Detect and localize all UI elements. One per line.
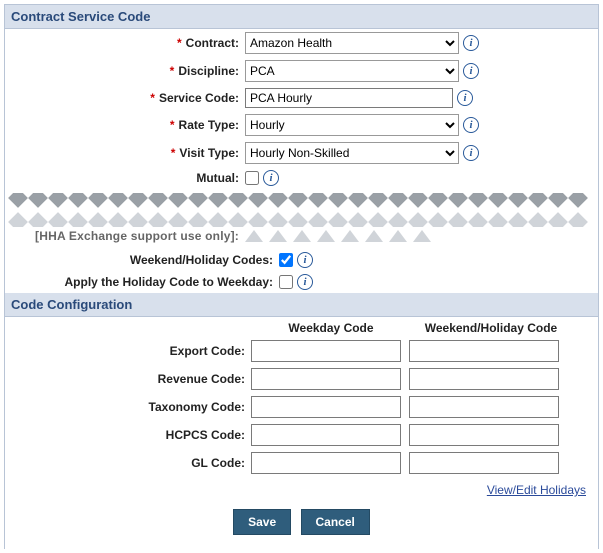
info-icon[interactable]: i <box>463 35 479 51</box>
cancel-button[interactable]: Cancel <box>301 509 370 535</box>
label-hcpcs-code: HCPCS Code: <box>11 428 251 442</box>
row-service-code: *Service Code: i <box>5 85 598 111</box>
obscured-triangles <box>245 230 431 242</box>
visit-type-select[interactable]: Hourly Non-Skilled <box>245 142 459 164</box>
label-taxonomy-code: Taxonomy Code: <box>11 400 251 414</box>
taxonomy-code-weekend-input[interactable] <box>409 396 559 418</box>
revenue-code-weekend-input[interactable] <box>409 368 559 390</box>
row-apply-holiday-weekday: Apply the Holiday Code to Weekday: i <box>5 271 598 293</box>
label-apply-holiday-weekday: Apply the Holiday Code to Weekday: <box>11 275 279 289</box>
row-discipline: *Discipline: PCA i <box>5 57 598 85</box>
taxonomy-code-weekday-input[interactable] <box>251 396 401 418</box>
revenue-code-weekday-input[interactable] <box>251 368 401 390</box>
service-code-input[interactable] <box>245 88 453 108</box>
contract-select[interactable]: Amazon Health <box>245 32 459 54</box>
code-table-header: Weekday Code Weekend/Holiday Code <box>5 317 598 337</box>
row-mutual: Mutual: i <box>5 167 598 189</box>
row-taxonomy-code: Taxonomy Code: <box>5 393 598 421</box>
section-header-code-configuration: Code Configuration <box>5 293 598 317</box>
contract-service-code-panel: Contract Service Code *Contract: Amazon … <box>4 4 599 549</box>
row-rate-type: *Rate Type: Hourly i <box>5 111 598 139</box>
label-gl-code: GL Code: <box>11 456 251 470</box>
label-obscured: [HHA Exchange support use only]: <box>11 229 245 243</box>
info-icon[interactable]: i <box>463 145 479 161</box>
info-icon[interactable]: i <box>463 63 479 79</box>
info-icon[interactable]: i <box>263 170 279 186</box>
row-obscured-support-only: [HHA Exchange support use only]: <box>5 227 598 249</box>
label-weekend-holiday-codes: Weekend/Holiday Codes: <box>11 253 279 267</box>
label-contract: *Contract: <box>11 36 245 50</box>
label-visit-type: *Visit Type: <box>11 146 245 160</box>
section-header-contract-service-code: Contract Service Code <box>5 5 598 29</box>
torn-separator <box>5 193 598 227</box>
info-icon[interactable]: i <box>297 274 313 290</box>
hcpcs-code-weekday-input[interactable] <box>251 424 401 446</box>
row-export-code: Export Code: <box>5 337 598 365</box>
row-weekend-holiday-codes: Weekend/Holiday Codes: i <box>5 249 598 271</box>
save-button[interactable]: Save <box>233 509 291 535</box>
label-rate-type: *Rate Type: <box>11 118 245 132</box>
label-export-code: Export Code: <box>11 344 251 358</box>
info-icon[interactable]: i <box>463 117 479 133</box>
discipline-select[interactable]: PCA <box>245 60 459 82</box>
mutual-checkbox[interactable] <box>245 171 259 185</box>
rate-type-select[interactable]: Hourly <box>245 114 459 136</box>
export-code-weekday-input[interactable] <box>251 340 401 362</box>
button-row: Save Cancel <box>5 501 598 549</box>
required-asterisk: * <box>170 118 179 132</box>
required-asterisk: * <box>150 91 159 105</box>
weekend-holiday-codes-checkbox[interactable] <box>279 253 293 267</box>
label-revenue-code: Revenue Code: <box>11 372 251 386</box>
apply-holiday-weekday-checkbox[interactable] <box>279 275 293 289</box>
link-row: View/Edit Holidays <box>5 477 598 501</box>
required-asterisk: * <box>170 64 179 78</box>
row-visit-type: *Visit Type: Hourly Non-Skilled i <box>5 139 598 167</box>
hcpcs-code-weekend-input[interactable] <box>409 424 559 446</box>
row-gl-code: GL Code: <box>5 449 598 477</box>
view-edit-holidays-link[interactable]: View/Edit Holidays <box>487 483 586 497</box>
gl-code-weekday-input[interactable] <box>251 452 401 474</box>
label-discipline: *Discipline: <box>11 64 245 78</box>
gl-code-weekend-input[interactable] <box>409 452 559 474</box>
label-service-code: *Service Code: <box>11 91 245 105</box>
required-asterisk: * <box>177 36 186 50</box>
row-hcpcs-code: HCPCS Code: <box>5 421 598 449</box>
row-revenue-code: Revenue Code: <box>5 365 598 393</box>
info-icon[interactable]: i <box>457 90 473 106</box>
col-header-weekend: Weekend/Holiday Code <box>411 321 571 335</box>
export-code-weekend-input[interactable] <box>409 340 559 362</box>
col-header-weekday: Weekday Code <box>251 321 411 335</box>
info-icon[interactable]: i <box>297 252 313 268</box>
label-mutual: Mutual: <box>11 171 245 185</box>
row-contract: *Contract: Amazon Health i <box>5 29 598 57</box>
